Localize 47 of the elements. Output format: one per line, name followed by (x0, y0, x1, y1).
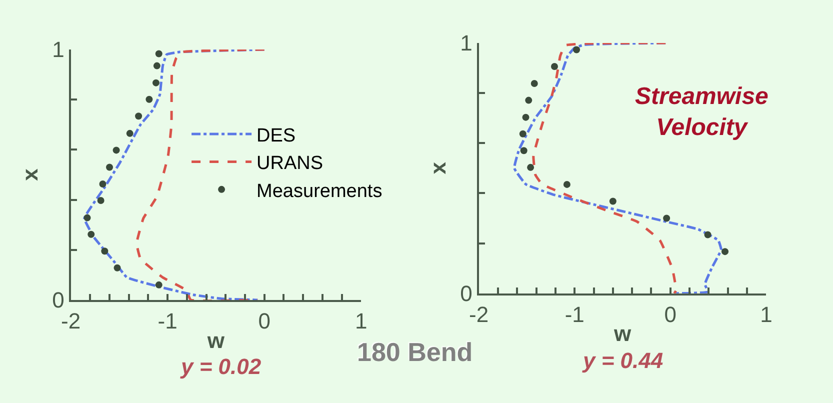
point (135, 112, 142, 120)
x-axis-title: w (206, 328, 226, 353)
text: y = 0.44 (582, 348, 664, 373)
point (573, 46, 580, 54)
point (525, 96, 532, 104)
text: 180 Bend (357, 337, 473, 367)
point (527, 164, 534, 171)
point (106, 164, 114, 171)
point (153, 62, 160, 70)
x-tick-label: -1 (158, 308, 178, 334)
x-axis-title: w (612, 321, 632, 346)
point (520, 147, 528, 154)
annotation: Streamwise Velocity (635, 83, 768, 142)
point (522, 114, 530, 121)
point (84, 214, 91, 222)
y-axis-title: x (425, 161, 450, 174)
point (663, 214, 670, 222)
legend-label: URANS (256, 153, 324, 174)
point (530, 80, 538, 88)
point (609, 198, 616, 205)
x-tick-label: 1 (354, 308, 368, 334)
point (97, 197, 104, 204)
point (146, 96, 153, 103)
point (155, 281, 162, 288)
legend-label: DES (256, 125, 296, 146)
x-tick-label: -2 (469, 302, 489, 327)
point (88, 230, 95, 238)
point (704, 231, 712, 238)
point (101, 248, 108, 255)
text: y = 0.02 (180, 354, 262, 379)
point (519, 130, 526, 138)
x-tick-label: -2 (61, 308, 81, 334)
point (112, 146, 120, 154)
point (114, 264, 121, 272)
x-tick-label: 0 (258, 308, 270, 334)
point (722, 248, 728, 256)
point (563, 180, 570, 188)
point (99, 180, 106, 188)
x-tick-label: 1 (760, 302, 772, 327)
x-tick-label: 0 (664, 302, 677, 327)
point (152, 79, 160, 86)
point (126, 130, 134, 137)
y-axis-title: x (17, 168, 42, 181)
point (155, 50, 162, 58)
point (550, 62, 558, 70)
x-tick-label: -1 (564, 302, 584, 327)
legend-label: Measurements (256, 180, 382, 202)
